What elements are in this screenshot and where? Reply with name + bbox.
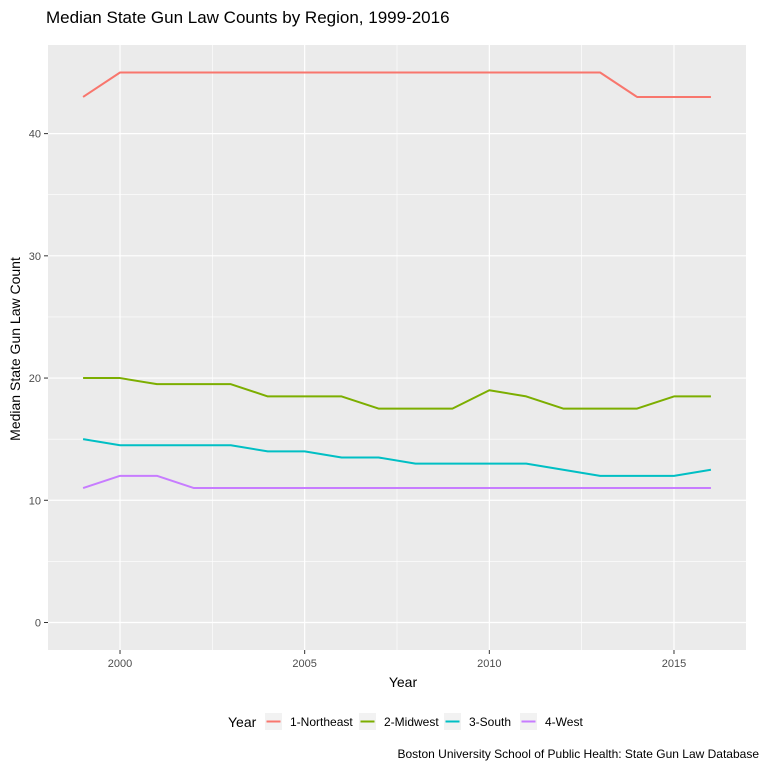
series-line-3-south (82, 438, 712, 477)
series-lines (82, 71, 712, 490)
legend-label-2-midwest: 2-Midwest (384, 715, 439, 729)
series-line-2-midwest (83, 377, 711, 410)
legend-title: Year (228, 714, 257, 730)
y-axis-ticks: 0 10 20 30 40 (29, 129, 48, 630)
y-tick-label: 0 (35, 618, 41, 630)
series-line-1-northeast (82, 71, 711, 98)
x-tick-label: 2005 (292, 658, 316, 670)
x-axis-ticks: 2000 2005 2010 2015 (108, 650, 686, 670)
series-line-4-west (82, 474, 711, 490)
grid-major (48, 45, 746, 650)
legend: Year 1-Northeast 2-Midwest 3-South 4-West (228, 713, 583, 730)
y-axis-title: Median State Gun Law Count (7, 257, 23, 441)
x-tick-label: 2000 (108, 658, 132, 670)
y-tick-label: 40 (29, 129, 41, 141)
legend-label-4-west: 4-West (545, 715, 583, 729)
y-tick-label: 20 (29, 373, 41, 385)
y-tick-label: 30 (29, 251, 41, 263)
chart-title: Median State Gun Law Counts by Region, 1… (46, 8, 450, 27)
chart-caption: Boston University School of Public Healt… (397, 747, 759, 761)
grid-minor (48, 45, 746, 650)
legend-label-3-south: 3-South (469, 715, 511, 729)
x-axis-title: Year (389, 674, 418, 690)
legend-label-1-northeast: 1-Northeast (290, 715, 353, 729)
x-tick-label: 2015 (662, 658, 686, 670)
y-tick-label: 10 (29, 495, 41, 507)
x-tick-label: 2010 (477, 658, 501, 670)
